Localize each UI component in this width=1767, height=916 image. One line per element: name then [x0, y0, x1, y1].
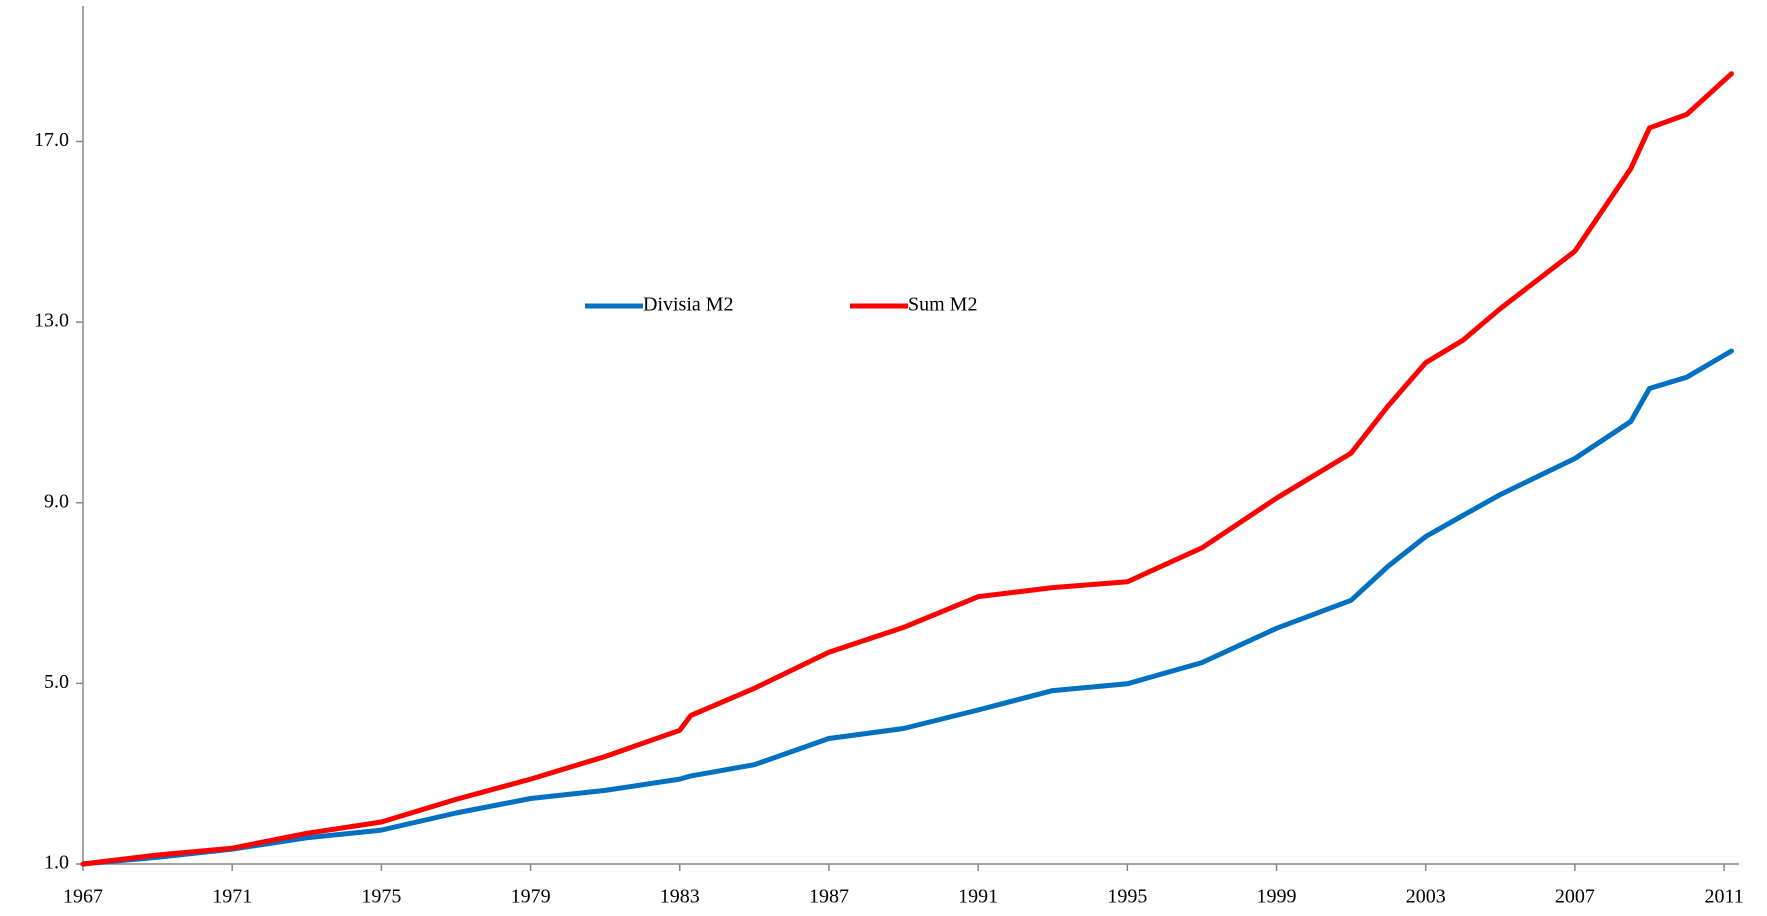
- y-tick-label: 1.0: [44, 852, 69, 874]
- series-line: [80, 348, 1734, 867]
- y-tick-label: 5.0: [44, 671, 69, 693]
- x-tick-label: 1975: [361, 886, 401, 908]
- y-tick-label: 13.0: [34, 310, 69, 332]
- legend-label: Sum M2: [908, 294, 977, 316]
- x-tick-label: 1999: [1257, 886, 1297, 908]
- x-tick-label: 1995: [1107, 886, 1147, 908]
- y-tick-label: 9.0: [44, 490, 69, 512]
- x-tick-label: 2007: [1555, 886, 1595, 908]
- x-tick-label: 1987: [809, 886, 849, 908]
- x-tick-label: 2003: [1406, 886, 1446, 908]
- y-tick-label: 17.0: [34, 129, 69, 151]
- x-tick-label: 1971: [212, 886, 252, 908]
- x-tick-label: 1991: [958, 886, 998, 908]
- x-tick-label: 1979: [511, 886, 551, 908]
- x-tick-label: 1983: [660, 886, 700, 908]
- x-tick-label: 2011: [1704, 886, 1743, 908]
- legend-label: Divisia M2: [643, 294, 734, 316]
- series-line: [80, 71, 1734, 867]
- x-tick-label: 1967: [63, 886, 103, 908]
